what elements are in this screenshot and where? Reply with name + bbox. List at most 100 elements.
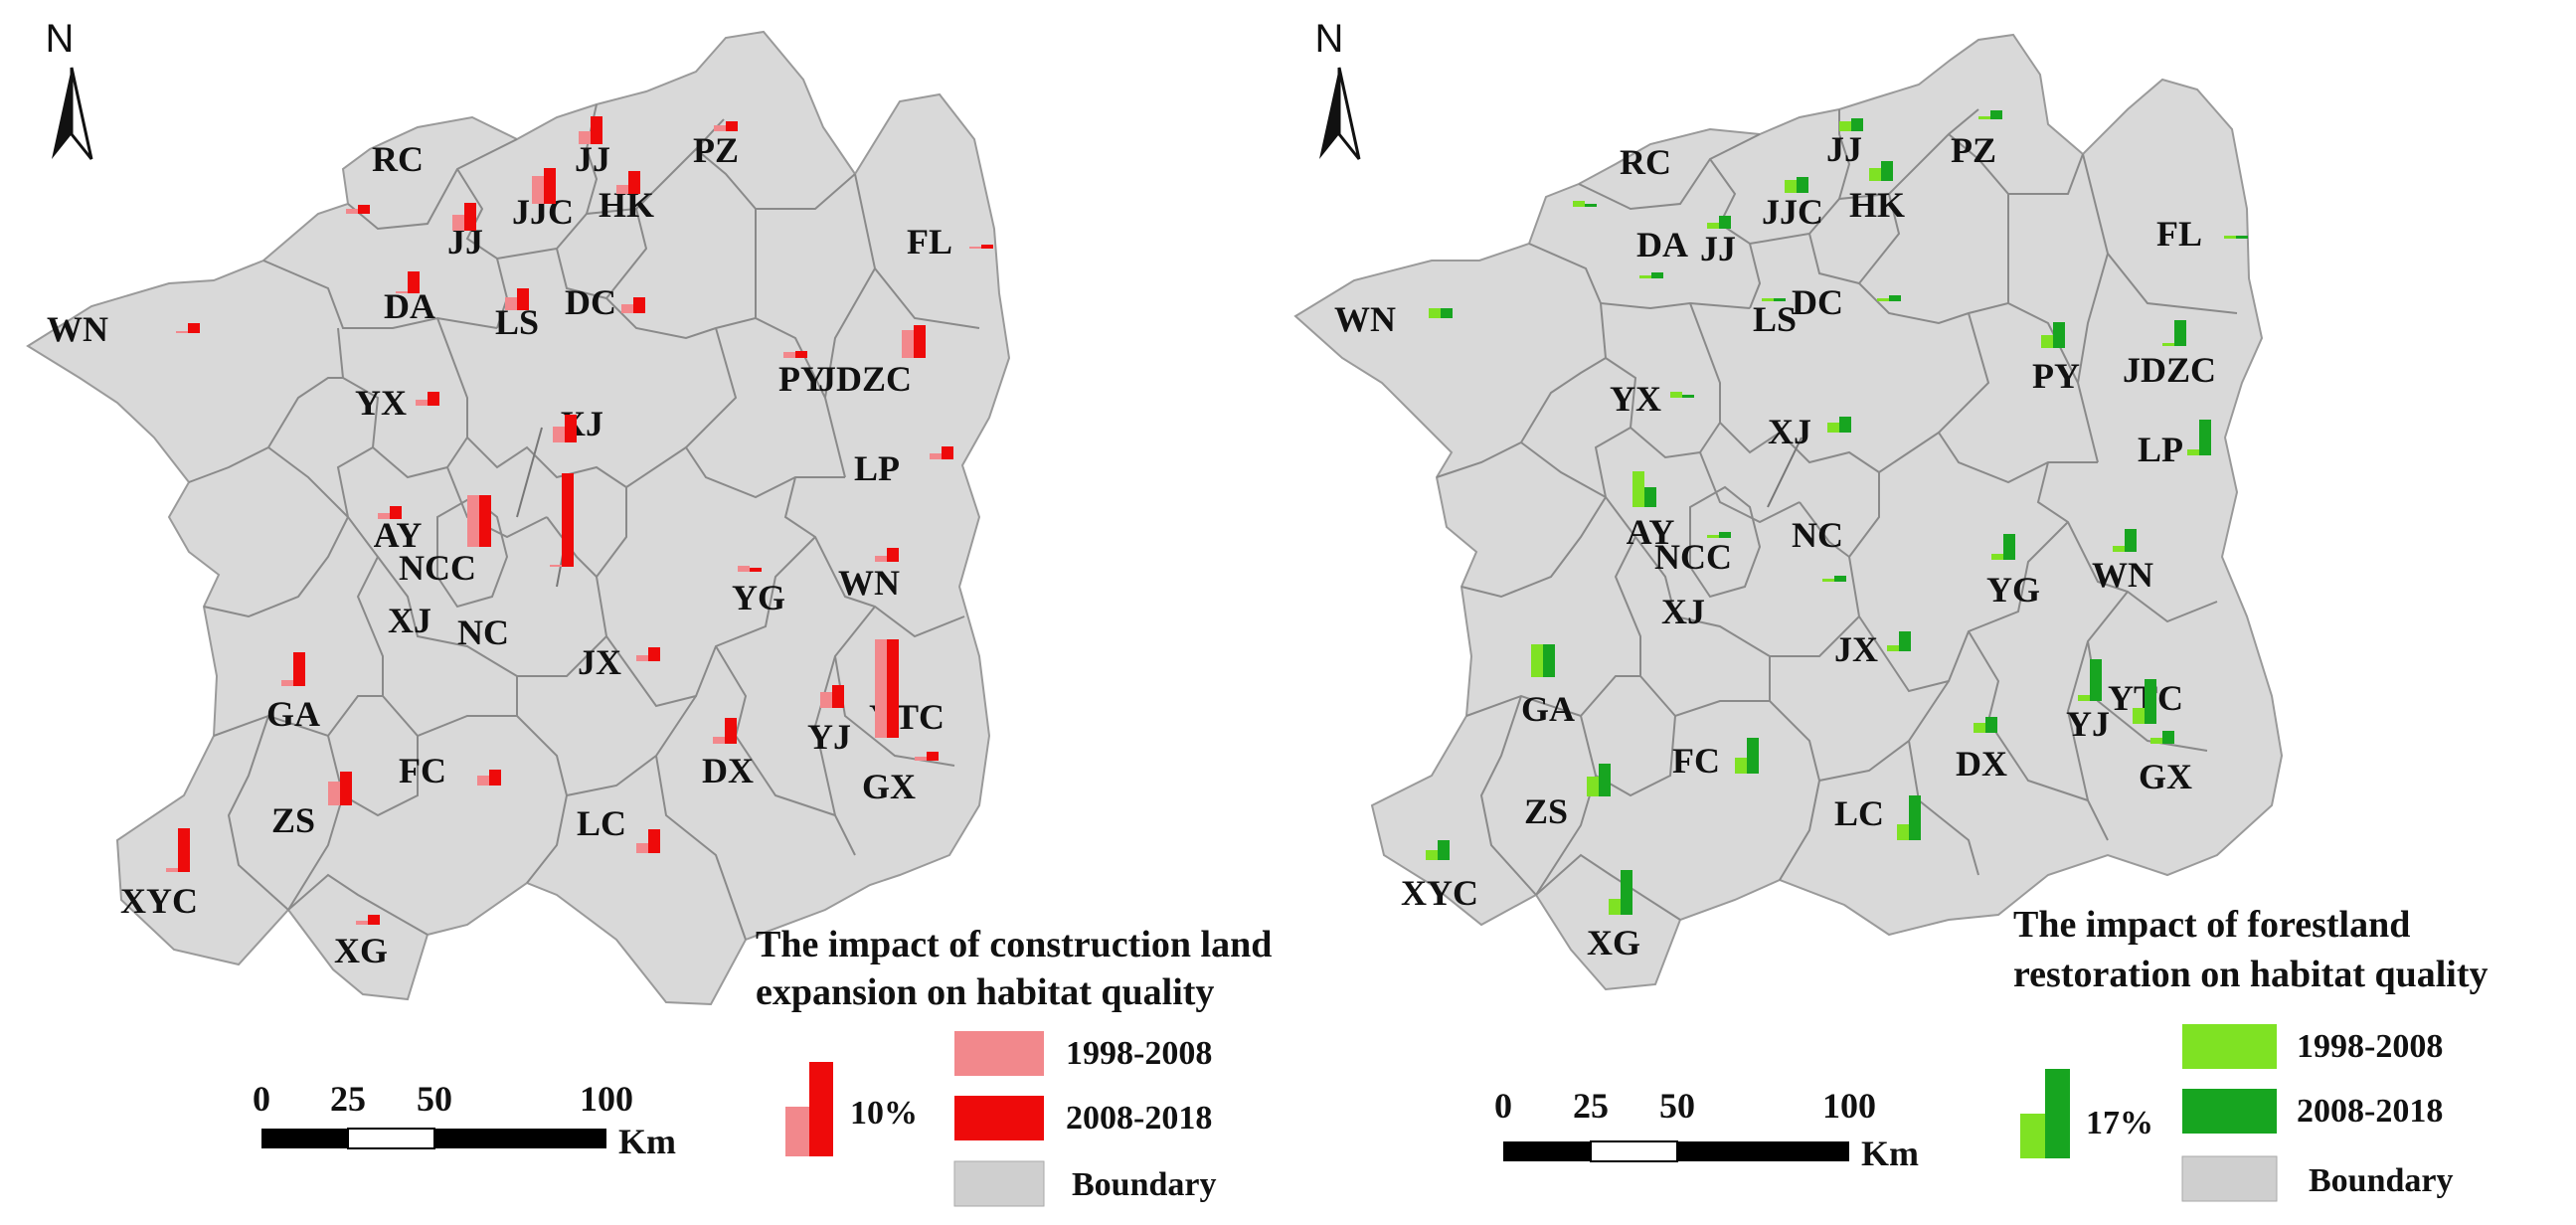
- bar-2008-2018: [1834, 576, 1846, 582]
- scale-tick-100: 100: [580, 1079, 633, 1119]
- bar-1998-2008: [1827, 423, 1839, 433]
- bar-2008-2018: [1719, 532, 1731, 538]
- county-label: HK: [1849, 185, 1905, 225]
- bar-1998-2008: [1822, 579, 1834, 582]
- bar-2008-2018: [1774, 298, 1786, 301]
- bar-1998-2008: [1639, 275, 1651, 278]
- county-label: NC: [457, 612, 509, 652]
- bar-1998-2008: [1978, 116, 1990, 119]
- bar-2008-2018: [358, 205, 370, 214]
- bar-1998-2008: [1707, 535, 1719, 538]
- bar-2008-2018: [178, 828, 190, 872]
- bar-1998-2008: [1426, 850, 1438, 860]
- bar-1998-2008: [621, 304, 633, 313]
- bar-2008-2018: [591, 116, 602, 144]
- bar-2008-2018: [633, 297, 645, 313]
- scale-bar: 0 25 50 100 Km: [1494, 1086, 1919, 1173]
- scale-bar: 0 25 50 100 Km: [253, 1079, 676, 1161]
- legend-title-line-1: The impact of construction land: [756, 924, 1272, 965]
- county-label: AY: [374, 515, 423, 555]
- bar-2008-2018: [544, 168, 556, 204]
- bar-1998-2008: [356, 921, 368, 925]
- bar-2008-2018: [2162, 731, 2174, 744]
- bar-2008-2018: [562, 473, 574, 567]
- legend-swatch-boundary: [2181, 1155, 2278, 1202]
- county-label: YX: [355, 383, 407, 423]
- bar-1998-2008: [616, 185, 628, 194]
- county-label: XJ: [1661, 592, 1705, 631]
- county-label: DX: [1956, 744, 2007, 784]
- ncc-boundary: [1689, 485, 1762, 599]
- bar-1998-2008: [1869, 168, 1881, 181]
- bar-2008-2018: [464, 203, 476, 231]
- county-label: JDZC: [818, 359, 912, 399]
- bar-2008-2018: [750, 568, 762, 572]
- bar-2008-2018: [942, 446, 953, 459]
- bar-2008-2018: [887, 639, 899, 738]
- bar-2008-2018: [368, 915, 380, 925]
- scale-segment: [1677, 1141, 1849, 1161]
- bar-1998-2008: [2133, 708, 2145, 724]
- bar-2008-2018: [489, 770, 501, 786]
- legend: The impact of construction land expansio…: [756, 924, 1272, 1207]
- study-area-region: [26, 30, 1011, 1006]
- bar-1998-2008: [783, 352, 795, 358]
- county-label: YJ: [807, 717, 851, 757]
- bar-1998-2008: [1991, 554, 2003, 560]
- bar-2008-2018: [1990, 110, 2002, 119]
- county-label: LC: [1834, 793, 1884, 833]
- legend-swatch-boundary: [953, 1160, 1045, 1207]
- legend-reference-bar-early: [2020, 1114, 2045, 1158]
- bar-2008-2018: [1543, 644, 1555, 677]
- legend-period-1: 1998-2008: [2297, 1028, 2443, 1065]
- county-label: ZS: [271, 800, 315, 840]
- county-label: JX: [1834, 629, 1878, 669]
- bar-1998-2008: [396, 291, 408, 293]
- bar-1998-2008: [1531, 644, 1543, 677]
- bar-2008-2018: [408, 271, 420, 293]
- county-label: JJC: [1762, 192, 1823, 232]
- county-label: PY: [778, 359, 826, 399]
- legend-reference-bar-late: [809, 1062, 833, 1156]
- county-label: XYC: [1401, 873, 1478, 913]
- bar-1998-2008: [281, 680, 293, 686]
- bar-2008-2018: [188, 323, 200, 333]
- bar-1998-2008: [1897, 824, 1909, 840]
- bar-2008-2018: [1621, 870, 1632, 915]
- bar-1998-2008: [820, 692, 832, 708]
- bar-1998-2008: [2224, 236, 2236, 239]
- bar-1998-2008: [915, 757, 927, 761]
- legend-swatch-period-1: [954, 1031, 1044, 1076]
- bar-1998-2008: [452, 215, 464, 231]
- legend-boundary: Boundary: [1072, 1166, 1217, 1203]
- bar-1998-2008: [930, 453, 942, 459]
- bar-2008-2018: [887, 548, 899, 562]
- bar-1998-2008: [2187, 449, 2199, 455]
- scale-segment: [261, 1129, 348, 1148]
- bar-2008-2018: [1651, 272, 1663, 278]
- bar-2008-2018: [628, 171, 640, 194]
- bar-2008-2018: [1881, 161, 1893, 181]
- bar-1998-2008: [1609, 899, 1621, 915]
- bar-2008-2018: [1644, 487, 1656, 507]
- legend-period-2: 2008-2018: [2297, 1093, 2443, 1130]
- legend-boundary: Boundary: [2309, 1162, 2454, 1199]
- scale-tick-50: 50: [1659, 1086, 1695, 1126]
- scale-segment: [1590, 1140, 1678, 1162]
- bar-1998-2008: [346, 209, 358, 214]
- bar-2008-2018: [2145, 679, 2156, 724]
- bar-2008-2018: [795, 351, 807, 358]
- bar-2008-2018: [1682, 395, 1694, 398]
- bar-1998-2008: [2113, 546, 2125, 552]
- bar-2008-2018: [517, 288, 529, 310]
- north-arrow-left-half: [52, 68, 72, 159]
- county-label: JDZC: [2123, 350, 2216, 390]
- legend-swatch-period-1: [2182, 1024, 2277, 1069]
- legend-reference-value: 10%: [850, 1095, 918, 1132]
- county-label: XJ: [1768, 412, 1811, 451]
- bar-1998-2008: [636, 655, 648, 661]
- county-label: FC: [399, 751, 446, 790]
- bar-2008-2018: [914, 325, 926, 358]
